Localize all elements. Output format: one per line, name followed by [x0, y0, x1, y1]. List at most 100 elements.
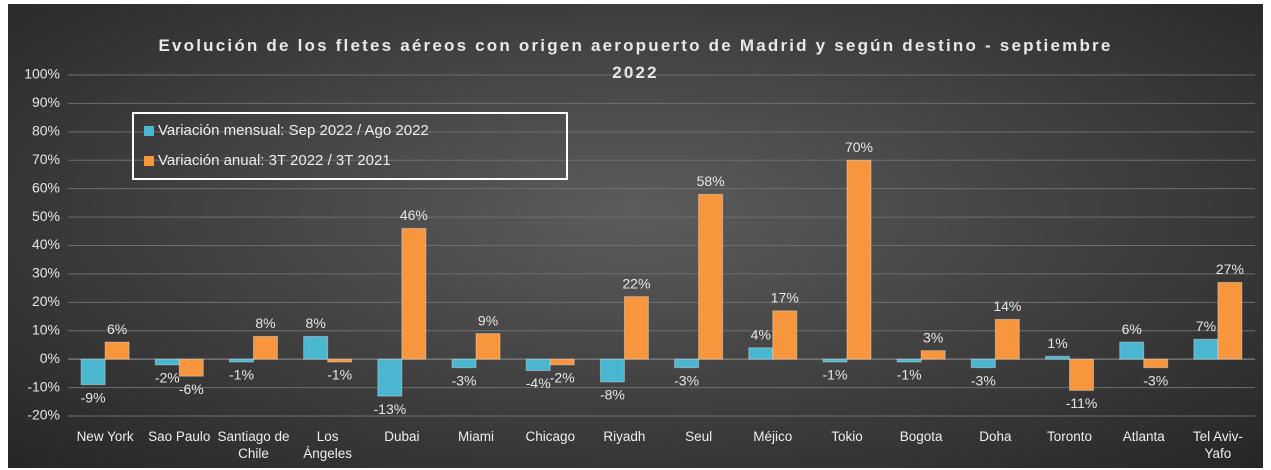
data-label: -4%: [526, 375, 551, 391]
data-label: -3%: [971, 372, 996, 388]
y-tick-label: 100%: [24, 66, 60, 82]
x-tick-label: Toronto: [1047, 429, 1093, 444]
y-tick-label: 10%: [32, 321, 60, 337]
data-label: -2%: [155, 370, 180, 386]
bar: [549, 358, 575, 366]
bar: [1143, 358, 1169, 369]
bar: [178, 358, 204, 377]
bar: [896, 358, 922, 363]
bar: [154, 358, 180, 366]
data-label: 6%: [1122, 321, 1142, 337]
bar: [698, 193, 724, 360]
legend-label: Variación mensual: Sep 2022 / Ago 2022: [158, 122, 429, 139]
bar: [451, 358, 477, 369]
x-tick-label: New York: [76, 429, 134, 444]
x-tick-label: Bogota: [899, 429, 943, 444]
data-label: 9%: [478, 312, 498, 328]
bar: [674, 358, 700, 369]
data-label: 58%: [697, 173, 725, 189]
x-tick-label: Santiago de Chile: [217, 429, 290, 461]
bar: [303, 335, 329, 360]
bar: [401, 227, 427, 360]
bar: [252, 335, 278, 360]
x-tick-label: Doha: [979, 429, 1012, 444]
x-tick-label: Miami: [458, 429, 495, 444]
data-label: -13%: [374, 401, 407, 417]
data-label: -3%: [1143, 372, 1168, 388]
data-label: 46%: [400, 207, 428, 223]
y-tick-label: 80%: [32, 123, 60, 139]
x-tick-label: Tokio: [831, 429, 863, 444]
bar: [377, 358, 403, 397]
y-tick-label: -10%: [27, 378, 60, 394]
bar: [822, 358, 848, 363]
data-label: -3%: [674, 372, 699, 388]
data-label: 6%: [107, 321, 127, 337]
chart: -20% -10% 0% 10% 20% 30% 40% 50% 60% 70% 80% 90% 100…: [8, 4, 1263, 468]
x-tick-label: Los Ángeles: [303, 429, 353, 461]
bar: [920, 350, 946, 360]
bar: [748, 347, 774, 360]
y-tick-label: 90%: [32, 94, 60, 110]
y-tick-label: 40%: [32, 236, 60, 252]
data-label: 3%: [923, 329, 943, 345]
y-tick-label: 60%: [32, 179, 60, 195]
data-label: 22%: [622, 275, 650, 291]
data-label: 17%: [771, 290, 799, 306]
bar: [623, 296, 649, 360]
legend-label: Variación anual: 3T 2022 / 3T 2021: [158, 152, 391, 169]
bar: [228, 358, 254, 363]
chart-title: Evolución de los fletes aéreos con orige…: [158, 36, 1113, 82]
data-label: 4%: [751, 327, 771, 343]
bar: [599, 358, 625, 383]
data-label: 8%: [306, 315, 326, 331]
data-label: -1%: [327, 367, 352, 383]
x-tick-label: Tel Aviv-Yafo: [1192, 429, 1243, 461]
data-label: -1%: [229, 367, 254, 383]
y-tick-label: 0%: [40, 350, 60, 366]
x-tick-label: Sao Paulo: [148, 429, 211, 444]
x-tick-label: Seul: [685, 429, 713, 444]
bar: [104, 341, 130, 360]
bar: [80, 358, 106, 386]
legend: Variación mensual: Sep 2022 / Ago 2022 Va…: [132, 112, 568, 180]
data-label: 7%: [1196, 318, 1216, 334]
data-label: -11%: [1066, 395, 1098, 411]
legend-item: Variación mensual: Sep 2022 / Ago 2022: [144, 122, 429, 139]
data-label: -1%: [823, 367, 848, 383]
x-tick-label: Dubai: [384, 429, 420, 444]
bar: [772, 310, 798, 360]
y-tick-label: 50%: [32, 208, 60, 224]
y-tick-label: -20%: [27, 407, 60, 423]
bar: [970, 358, 996, 369]
plot: -20% -10% 0% 10% 20% 30% 40% 50% 60% 70% 80% 90% 100…: [24, 66, 1255, 423]
y-tick-label: 30%: [32, 265, 60, 281]
bar: [846, 159, 872, 360]
data-label: 14%: [993, 298, 1021, 314]
legend-swatch: [144, 125, 154, 136]
bar: [1119, 341, 1145, 360]
bar: [525, 358, 551, 372]
data-label: 70%: [845, 139, 873, 155]
data-label: 1%: [1047, 335, 1067, 351]
x-tick-label: Riyadh: [603, 429, 646, 444]
data-label: -3%: [452, 372, 477, 388]
data-label: -8%: [600, 387, 625, 403]
bar: [994, 318, 1020, 360]
x-tick-label: Atlanta: [1122, 429, 1165, 444]
data-label: -2%: [550, 370, 575, 386]
y-tick-label: 20%: [32, 293, 60, 309]
bar: [1045, 355, 1071, 360]
data-label: -9%: [81, 389, 106, 405]
legend-item: Variación anual: 3T 2022 / 3T 2021: [144, 152, 391, 169]
bar: [475, 333, 501, 360]
x-tick-label: Chicago: [525, 429, 575, 444]
x-tick-label: Méjico: [753, 429, 793, 444]
data-label: -1%: [897, 367, 922, 383]
bar: [1217, 281, 1243, 360]
data-label: -6%: [179, 381, 204, 397]
data-label: 27%: [1216, 261, 1244, 277]
bar: [1069, 358, 1095, 391]
bar: [1193, 338, 1219, 360]
y-tick-label: 70%: [32, 151, 60, 167]
